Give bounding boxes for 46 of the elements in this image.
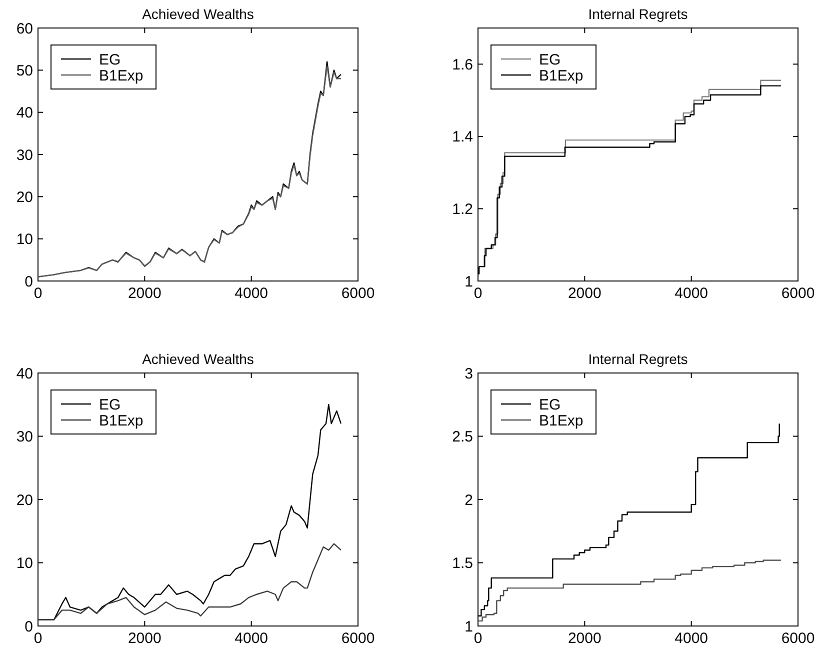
y-tick-label: 2.5 (452, 428, 473, 446)
chart-title: Achieved Wealths (142, 6, 254, 22)
x-tick-label: 2000 (568, 285, 602, 302)
y-tick-label: 30 (16, 146, 33, 164)
legend-label: EG (539, 51, 561, 68)
y-tick-label: 40 (16, 365, 33, 382)
y-tick-label: 60 (16, 20, 33, 38)
y-tick-label: 2 (464, 492, 473, 509)
x-tick-label: 6000 (341, 285, 375, 302)
x-tick-label: 4000 (674, 630, 708, 647)
y-tick-label: 20 (16, 492, 33, 509)
y-tick-label: 1 (464, 273, 473, 290)
line-series (37, 543, 342, 620)
y-tick-label: 1.4 (452, 128, 473, 146)
x-tick-label: 6000 (341, 630, 375, 647)
chart-title: Internal Regrets (588, 351, 688, 367)
legend-label: B1Exp (539, 67, 584, 84)
y-tick-label: 30 (16, 428, 33, 446)
y-tick-label: 0 (24, 618, 33, 636)
x-tick-label: 4000 (234, 630, 268, 647)
y-tick-label: 1.5 (452, 555, 473, 572)
y-tick-label: 10 (16, 555, 33, 572)
legend-label: B1Exp (99, 412, 144, 430)
legend-label: B1Exp (99, 67, 144, 84)
x-tick-label: 2000 (128, 285, 162, 302)
x-tick-label: 2000 (568, 630, 602, 647)
y-tick-label: 40 (16, 104, 33, 122)
y-tick-label: 1.6 (452, 56, 473, 74)
x-tick-label: 4000 (674, 285, 708, 302)
x-tick-label: 6000 (781, 285, 815, 302)
y-tick-label: 3 (464, 365, 473, 382)
y-tick-label: 10 (16, 231, 33, 248)
x-tick-label: 2000 (128, 630, 162, 647)
legend-label: EG (99, 396, 121, 414)
y-tick-label: 20 (16, 188, 33, 206)
y-tick-label: 1.2 (452, 200, 473, 218)
y-tick-label: 1 (464, 618, 473, 636)
legend-label: B1Exp (539, 412, 584, 430)
legend-label: EG (539, 396, 561, 414)
x-tick-label: 6000 (781, 630, 815, 647)
chart-title: Internal Regrets (588, 6, 688, 22)
y-tick-label: 0 (24, 273, 33, 290)
x-tick-label: 4000 (234, 285, 268, 302)
chart-title: Achieved Wealths (142, 351, 254, 367)
y-tick-label: 50 (16, 62, 33, 80)
legend-label: EG (99, 51, 121, 68)
